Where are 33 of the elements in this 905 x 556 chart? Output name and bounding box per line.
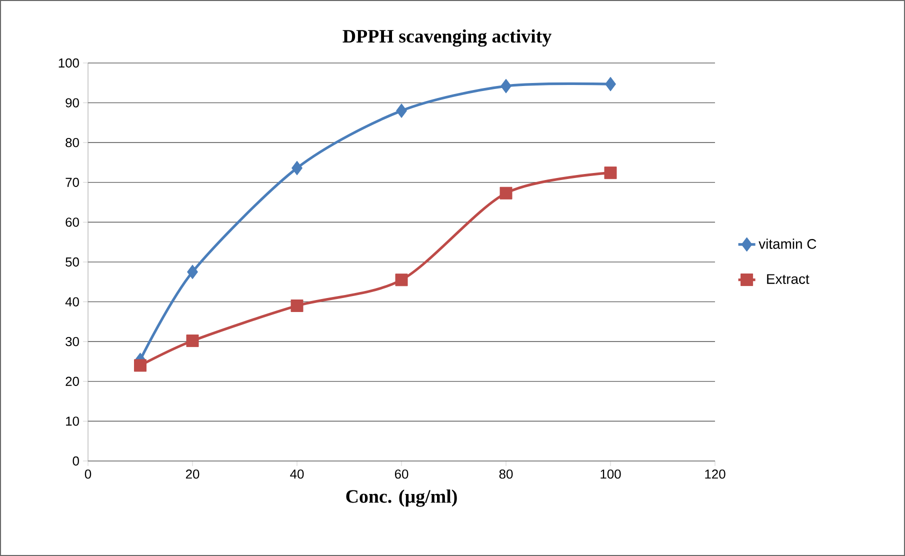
x-tick-label: 100	[600, 470, 621, 479]
y-tick-label: 20	[66, 376, 79, 386]
y-tick-label: 10	[66, 416, 79, 426]
point	[604, 166, 617, 180]
y-tick-label: 60	[66, 218, 79, 227]
x-tick-label: 20	[186, 470, 200, 479]
point	[134, 359, 147, 372]
legend-label: vitamin C	[758, 238, 816, 249]
x-tick-label: 60	[394, 470, 408, 479]
x-tick-label: 80	[499, 470, 513, 479]
point	[395, 274, 408, 286]
y-tick-label: 40	[65, 297, 79, 306]
legend-label: Extract	[767, 274, 810, 284]
point	[187, 264, 198, 280]
point	[500, 186, 512, 200]
point	[605, 76, 616, 92]
point	[186, 334, 199, 348]
y-tick-label: 90	[66, 98, 79, 108]
y-tick-label: 0	[72, 456, 79, 466]
point	[290, 300, 304, 312]
point	[292, 160, 303, 176]
x-axis-title: Conc. (µg/ml)	[346, 490, 457, 507]
y-tick-label: 100	[58, 58, 79, 68]
y-tick-label: 30	[66, 336, 79, 346]
y-tick-label: 50	[66, 257, 79, 267]
y-tick-label: 70	[66, 178, 79, 187]
chart-title: DPPH scavenging activity	[342, 29, 552, 47]
x-tick-label: 0	[84, 470, 92, 479]
point	[396, 103, 408, 118]
x-tick-label: 120	[705, 470, 726, 479]
x-tick-label: 40	[290, 470, 304, 479]
point	[500, 78, 512, 94]
y-tick-label: 80	[66, 138, 79, 148]
